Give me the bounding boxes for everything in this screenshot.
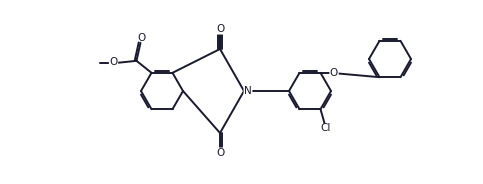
Text: O: O	[137, 33, 146, 43]
Text: O: O	[216, 24, 224, 34]
Text: O: O	[330, 68, 338, 78]
Text: O: O	[109, 57, 118, 67]
Text: Cl: Cl	[320, 123, 331, 133]
Text: N: N	[244, 86, 252, 96]
Text: O: O	[216, 148, 224, 158]
